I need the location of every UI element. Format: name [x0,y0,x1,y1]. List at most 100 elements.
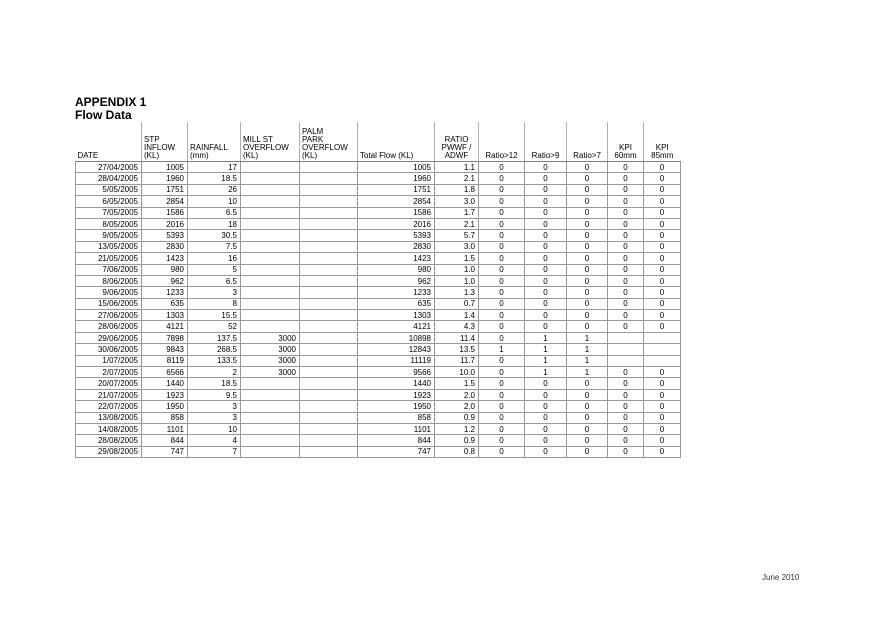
table-row: 2/07/2005 6566 2 3000 9566 10.0 0 1 1 0 0 [75,366,681,379]
table-cell: 0 [607,274,644,288]
table-cell: 0 [643,263,681,276]
table-cell: 0 [478,400,525,413]
table-cell [299,183,358,197]
table-cell [643,343,681,356]
table-cell [240,183,300,197]
table-cell: 0 [478,377,525,390]
table-cell: 0 [607,309,644,322]
table-cell: 0 [524,411,567,425]
table-cell: 0 [478,195,525,208]
table-cell: 0 [524,400,567,413]
table-cell: 3.0 [434,195,479,208]
table-cell: 0 [643,206,681,219]
table-row: 29/06/2005 7898 137.5 3000 10898 11.4 0 1 1 [75,331,681,345]
table-cell: 0 [524,229,567,242]
table-cell [299,274,358,288]
table-cell: 10 [187,195,241,208]
table-cell: 2854 [141,195,188,208]
column-header: DATE [75,122,142,162]
table-cell: 0 [566,240,608,254]
table-cell: 0 [643,274,681,288]
table-cell: 0 [643,172,681,185]
table-cell: 0 [643,411,681,425]
table-cell: 0 [643,183,681,197]
table-cell: 1950 [141,400,188,413]
table-cell [299,240,358,254]
table-cell [607,343,644,356]
table-cell: 7/05/2005 [75,206,142,219]
table-cell: 0 [478,320,525,333]
table-row: 28/04/2005 1960 18.5 1960 2.1 0 0 0 0 0 [75,172,681,185]
table-cell: 1.1 [434,160,479,174]
table-row: 7/06/2005 980 5 980 1.0 0 0 0 0 0 [75,263,681,276]
table-cell: 6.5 [187,206,241,219]
table-cell: 1423 [357,252,435,265]
table-cell: 0 [566,377,608,390]
table-cell [299,172,358,185]
table-cell: 0 [607,240,644,254]
table-cell: 0 [607,263,644,276]
table-cell [240,320,300,333]
table-cell [240,240,300,254]
table-cell: 0 [478,183,525,197]
table-cell [299,411,358,425]
table-cell: 2.1 [434,172,479,185]
table-cell: 0 [607,183,644,197]
column-header: Ratio>9 [524,122,567,162]
table-cell: 0 [566,411,608,425]
table-row: 5/05/2005 1751 26 1751 1.8 0 0 0 0 0 [75,183,681,197]
table-cell: 0 [524,297,567,311]
table-cell: 0.8 [434,445,479,459]
table-cell: 21/05/2005 [75,252,142,265]
table-cell: 1 [524,366,567,379]
table-cell [607,354,644,368]
column-header: Ratio>12 [478,122,525,162]
column-header: KPI 85mm [643,122,681,162]
table-cell [240,252,300,265]
table-row: 9/06/2005 1233 3 1233 1.3 0 0 0 0 0 [75,286,681,299]
table-cell: 8 [187,297,241,311]
table-cell: 9/05/2005 [75,229,142,242]
table-cell [240,388,300,402]
table-row: 28/08/2005 844 4 844 0.9 0 0 0 0 0 [75,434,681,447]
table-cell: 17 [187,160,241,174]
table-cell: 0 [524,286,567,299]
table-cell [299,263,358,276]
table-cell: 0 [607,286,644,299]
table-cell [240,229,300,242]
table-cell: 0 [607,388,644,402]
table-cell: 0 [478,217,525,231]
table-cell: 0 [607,434,644,447]
table-cell: 0 [566,274,608,288]
table-cell: 13/05/2005 [75,240,142,254]
table-cell: 1.2 [434,422,479,436]
table-cell: 0 [524,320,567,333]
table-cell: 0 [478,252,525,265]
table-cell [299,434,358,447]
table-row: 8/06/2005 962 6.5 962 1.0 0 0 0 0 0 [75,274,681,288]
table-cell: 1005 [141,160,188,174]
table-row: 14/08/2005 1101 10 1101 1.2 0 0 0 0 0 [75,422,681,436]
table-cell: 13.5 [434,343,479,356]
table-cell: 27/06/2005 [75,309,142,322]
table-cell: 1 [566,366,608,379]
table-cell: 9/06/2005 [75,286,142,299]
table-cell [240,286,300,299]
table-cell: 10 [187,422,241,436]
table-cell: 8/06/2005 [75,274,142,288]
table-cell: 0 [478,229,525,242]
table-cell: 0 [566,309,608,322]
table-cell: 13/08/2005 [75,411,142,425]
table-cell: 0 [566,434,608,447]
table-row: 21/07/2005 1923 9.5 1923 2.0 0 0 0 0 0 [75,388,681,402]
table-cell: 1.4 [434,309,479,322]
flow-data-table: DATE STP INFLOW (KL) RAINFALL (mm) MILL ST OVER… [75,122,681,459]
table-cell: 1 [524,331,567,345]
table-cell [299,388,358,402]
table-row: 13/08/2005 858 3 858 0.9 0 0 0 0 0 [75,411,681,425]
table-cell [299,343,358,356]
table-cell: 962 [141,274,188,288]
table-header-row: DATE STP INFLOW (KL) RAINFALL (mm) MILL ST OVER… [75,122,681,162]
table-cell: 2016 [357,217,435,231]
table-cell: 0 [566,206,608,219]
